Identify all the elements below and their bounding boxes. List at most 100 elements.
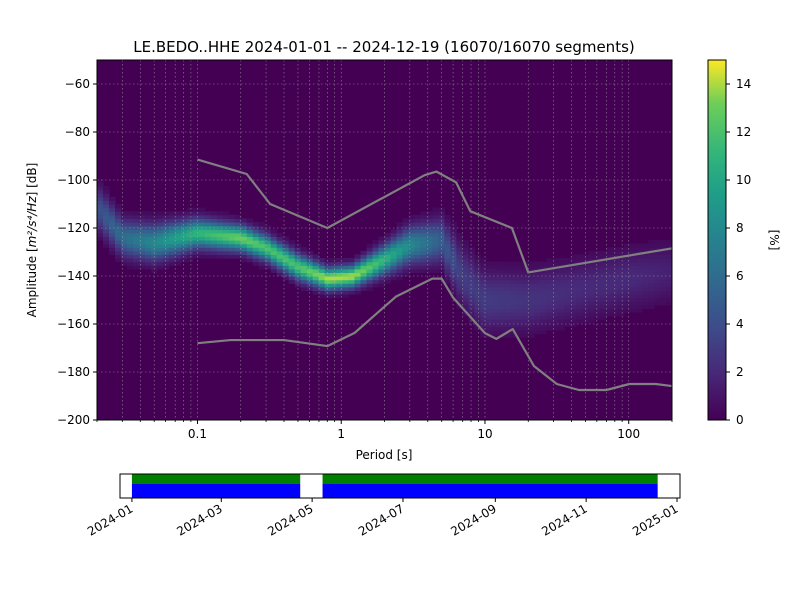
heatmap-cell [456,247,463,252]
heatmap-cell [204,254,212,259]
heatmap-cell [282,250,290,255]
heatmap-cell [666,294,672,299]
heatmap-cell [642,301,649,306]
heatmap-cell [444,261,451,266]
heatmap-cell [120,236,128,241]
heatmap-cell [450,283,457,288]
heatmap-cell [534,272,541,277]
heatmap-cell [420,258,428,263]
heatmap-cell [306,250,314,255]
heatmap-cell [372,254,380,259]
heatmap-cell [186,232,194,237]
heatmap-cell [258,236,266,241]
heatmap-cell [576,297,583,302]
heatmap-cell [522,279,529,284]
heatmap-cell [552,261,559,266]
heatmap-cell [528,276,535,281]
heatmap-cell [414,268,422,273]
heatmap-cell [570,322,577,327]
heatmap-cell [600,254,607,259]
heatmap-cell [492,272,499,277]
heatmap-cell [504,265,511,270]
heatmap-cell [114,236,122,241]
heatmap-cell [510,333,517,338]
heatmap-cell [486,261,493,266]
heatmap-cell [408,236,416,241]
heatmap-cell [168,250,176,255]
heatmap-cell [378,247,386,252]
heatmap-cell [486,290,493,295]
heatmap-cell [630,250,637,255]
heatmap-cell [492,265,499,270]
heatmap-cell [174,250,182,255]
heatmap-cell [666,297,672,302]
heatmap-cell [504,304,511,309]
heatmap-cell [504,272,511,277]
heatmap-cell [660,283,667,288]
heatmap-cell [624,297,631,302]
heatmap-cell [324,265,332,270]
heatmap-cell [306,279,314,284]
heatmap-cell [258,240,266,245]
y-axis-label-prefix: Amplitude [ [25,247,39,317]
heatmap-cell [510,315,517,320]
heatmap-cell [270,265,278,270]
heatmap-cell [486,312,493,317]
heatmap-cell [624,301,631,306]
heatmap-cell [270,243,278,248]
heatmap-cell [498,286,505,291]
heatmap-cell [534,279,541,284]
heatmap-cell [402,218,410,223]
heatmap-cell [300,250,308,255]
heatmap-cell [588,261,595,266]
heatmap-cell [600,265,607,270]
heatmap-cell [546,315,553,320]
heatmap-cell [132,247,140,252]
heatmap-cell [240,225,248,230]
heatmap-cell [252,254,260,259]
heatmap-cell [582,272,589,277]
heatmap-cell [390,240,398,245]
heatmap-cell [270,232,278,237]
noise-model-line-nhnm [197,158,672,274]
heatmap-cell [480,297,487,302]
heatmap-cell [192,240,200,245]
heatmap-cell [288,247,296,252]
heatmap-cell [492,283,499,288]
heatmap-cell [618,308,625,313]
heatmap-cell [228,232,236,237]
heatmap-cell [198,214,206,219]
heatmap-cell [492,286,499,291]
heatmap-cell [198,243,206,248]
heatmap-cell [450,294,457,299]
heatmap-cell [420,265,428,270]
heatmap-cell [444,254,451,259]
heatmap-cell [612,272,619,277]
heatmap-cell [342,279,350,284]
heatmap-cell [618,272,625,277]
heatmap-cell [258,258,266,263]
heatmap-cell [540,290,547,295]
heatmap-cell [384,268,392,273]
heatmap-cell [498,297,505,302]
heatmap-cell [606,290,613,295]
y-tick-label: −140 [57,269,90,283]
heatmap-cell [630,254,637,259]
heatmap-cell [624,258,631,263]
heatmap-cell [510,301,517,306]
y-axis-ticks: −60−80−100−120−140−160−180−200 [57,77,97,427]
heatmap-cell [666,272,672,277]
heatmap-cell [222,250,230,255]
heatmap-cell [180,254,188,259]
heatmap-cell [97,214,104,219]
heatmap-cell [402,268,410,273]
heatmap-cell [540,276,547,281]
heatmap-cell [492,276,499,281]
heatmap-cell [222,222,230,227]
heatmap-cell [498,304,505,309]
heatmap-cell [636,279,643,284]
heatmap-cell [210,254,218,259]
heatmap-cell [162,250,170,255]
heatmap-cell [120,222,128,227]
heatmap-cell [474,301,481,306]
